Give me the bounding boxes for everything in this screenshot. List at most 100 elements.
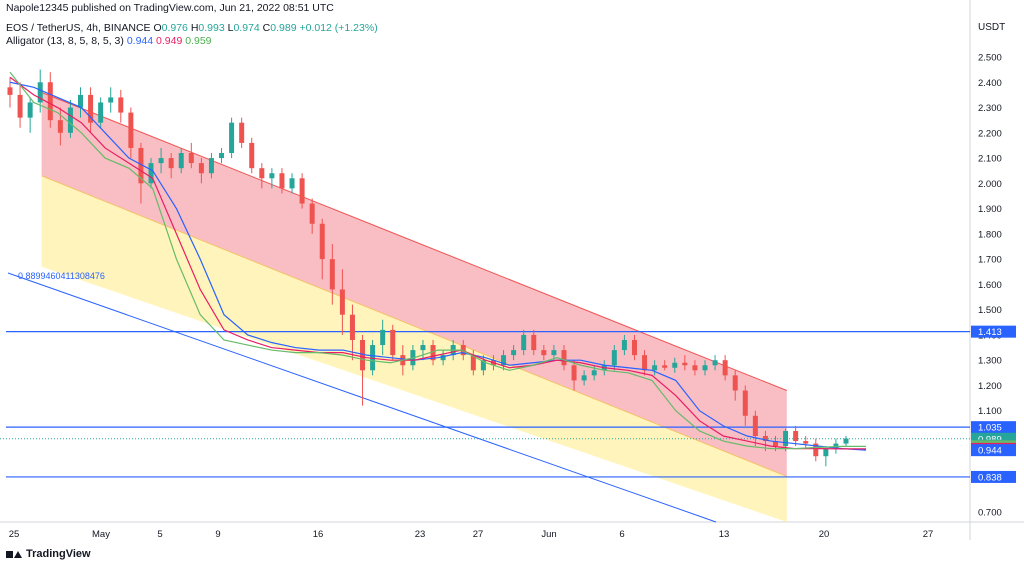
candle-body[interactable] — [148, 163, 154, 184]
candle-body[interactable] — [692, 365, 698, 371]
candle-body[interactable] — [712, 360, 718, 366]
candle-body[interactable] — [239, 122, 245, 143]
channel-lower-zone[interactable] — [41, 175, 787, 522]
candle-body[interactable] — [571, 365, 577, 381]
time-tick-label: 20 — [819, 529, 830, 540]
candle-body[interactable] — [541, 350, 547, 356]
candle-body[interactable] — [249, 142, 255, 169]
candle-body[interactable] — [531, 334, 537, 351]
candle-body[interactable] — [440, 355, 446, 361]
candle-body[interactable] — [138, 147, 144, 184]
price-tick-label: 1.100 — [978, 406, 1002, 417]
candle-body[interactable] — [380, 329, 386, 346]
candle-body[interactable] — [672, 362, 678, 368]
candle-body[interactable] — [772, 441, 778, 447]
candle-body[interactable] — [118, 97, 124, 113]
candle-body[interactable] — [652, 365, 658, 371]
candle-body[interactable] — [762, 436, 768, 442]
time-tick-label: 5 — [157, 529, 162, 540]
time-tick-label: 25 — [9, 529, 20, 540]
candle-body[interactable] — [168, 158, 174, 169]
candle-body[interactable] — [158, 158, 164, 164]
candle-body[interactable] — [27, 102, 33, 118]
tradingview-brand[interactable]: TradingView — [6, 548, 91, 560]
alligator-label[interactable]: Alligator (13, 8, 5, 8, 5, 3) — [6, 35, 124, 47]
candle-body[interactable] — [349, 314, 355, 340]
price-tick-label: 1.900 — [978, 204, 1002, 215]
candle-body[interactable] — [511, 350, 517, 356]
candle-body[interactable] — [309, 203, 315, 224]
candle-body[interactable] — [108, 97, 114, 103]
time-tick-label: 9 — [215, 529, 220, 540]
candle-body[interactable] — [803, 441, 809, 444]
symbol-label[interactable]: EOS / TetherUS, 4h, BINANCE — [6, 22, 151, 34]
candle-body[interactable] — [319, 223, 325, 260]
candle-body[interactable] — [259, 168, 265, 179]
candle-body[interactable] — [732, 375, 738, 391]
candle-body[interactable] — [289, 178, 295, 189]
candle-body[interactable] — [662, 365, 668, 368]
candle-body[interactable] — [420, 345, 426, 351]
alligator-lips-line[interactable] — [9, 71, 866, 450]
candle-body[interactable] — [521, 334, 527, 351]
candle-body[interactable] — [823, 448, 829, 457]
candle-body[interactable] — [47, 82, 53, 121]
candle-body[interactable] — [198, 163, 204, 174]
channel-lower-line[interactable] — [7, 272, 717, 523]
candle-body[interactable] — [793, 430, 799, 442]
alligator-teeth-line[interactable] — [9, 76, 866, 450]
candle-body[interactable] — [501, 355, 507, 366]
candle-body[interactable] — [88, 94, 94, 123]
candle-body[interactable] — [480, 360, 486, 371]
price-axis-badge-text: 1.413 — [978, 327, 1002, 338]
candle-body[interactable] — [783, 430, 789, 447]
candle-body[interactable] — [299, 178, 305, 204]
price-axis-badge-text: 0.944 — [978, 446, 1002, 457]
candle-body[interactable] — [430, 345, 436, 361]
candle-body[interactable] — [722, 360, 728, 376]
candle-body[interactable] — [78, 94, 84, 108]
candle-body[interactable] — [128, 112, 134, 148]
candle-body[interactable] — [370, 345, 376, 371]
channel-upper-zone[interactable] — [41, 92, 787, 477]
candle-body[interactable] — [742, 390, 748, 416]
candle-body[interactable] — [581, 375, 587, 381]
candle-body[interactable] — [642, 355, 648, 371]
alligator-jaw-line[interactable] — [9, 81, 867, 451]
candle-body[interactable] — [843, 438, 849, 444]
candle-body[interactable] — [17, 94, 23, 118]
candle-body[interactable] — [702, 365, 708, 371]
candle-body[interactable] — [591, 370, 597, 376]
candle-body[interactable] — [279, 173, 285, 189]
candle-body[interactable] — [390, 329, 396, 356]
candle-body[interactable] — [269, 173, 275, 179]
candle-body[interactable] — [67, 107, 73, 133]
candle-body[interactable] — [219, 153, 225, 159]
channel-middle-line[interactable] — [41, 175, 787, 477]
candle-body[interactable] — [98, 102, 104, 123]
candle-body[interactable] — [178, 153, 184, 169]
candle-body[interactable] — [561, 350, 567, 366]
candle-body[interactable] — [7, 87, 13, 95]
price-axis-badge — [971, 444, 1016, 457]
channel-upper-line[interactable] — [41, 91, 787, 391]
price-axis-badge — [971, 325, 1016, 338]
candle-body[interactable] — [57, 120, 63, 133]
candle-body[interactable] — [631, 339, 637, 356]
candle-body[interactable] — [470, 355, 476, 371]
candle-body[interactable] — [682, 362, 688, 366]
candle-body[interactable] — [339, 289, 345, 315]
candle-body[interactable] — [208, 158, 214, 174]
candle-body[interactable] — [611, 350, 617, 366]
brand-text: TradingView — [26, 548, 91, 560]
candle-body[interactable] — [360, 339, 366, 371]
candle-body[interactable] — [621, 339, 627, 351]
candle-body[interactable] — [551, 350, 557, 356]
candle-body[interactable] — [813, 443, 819, 457]
candle-body[interactable] — [229, 122, 235, 154]
candle-body[interactable] — [37, 82, 43, 103]
candle-body[interactable] — [188, 153, 194, 164]
candle-body[interactable] — [329, 259, 335, 290]
candle-body[interactable] — [752, 415, 758, 436]
